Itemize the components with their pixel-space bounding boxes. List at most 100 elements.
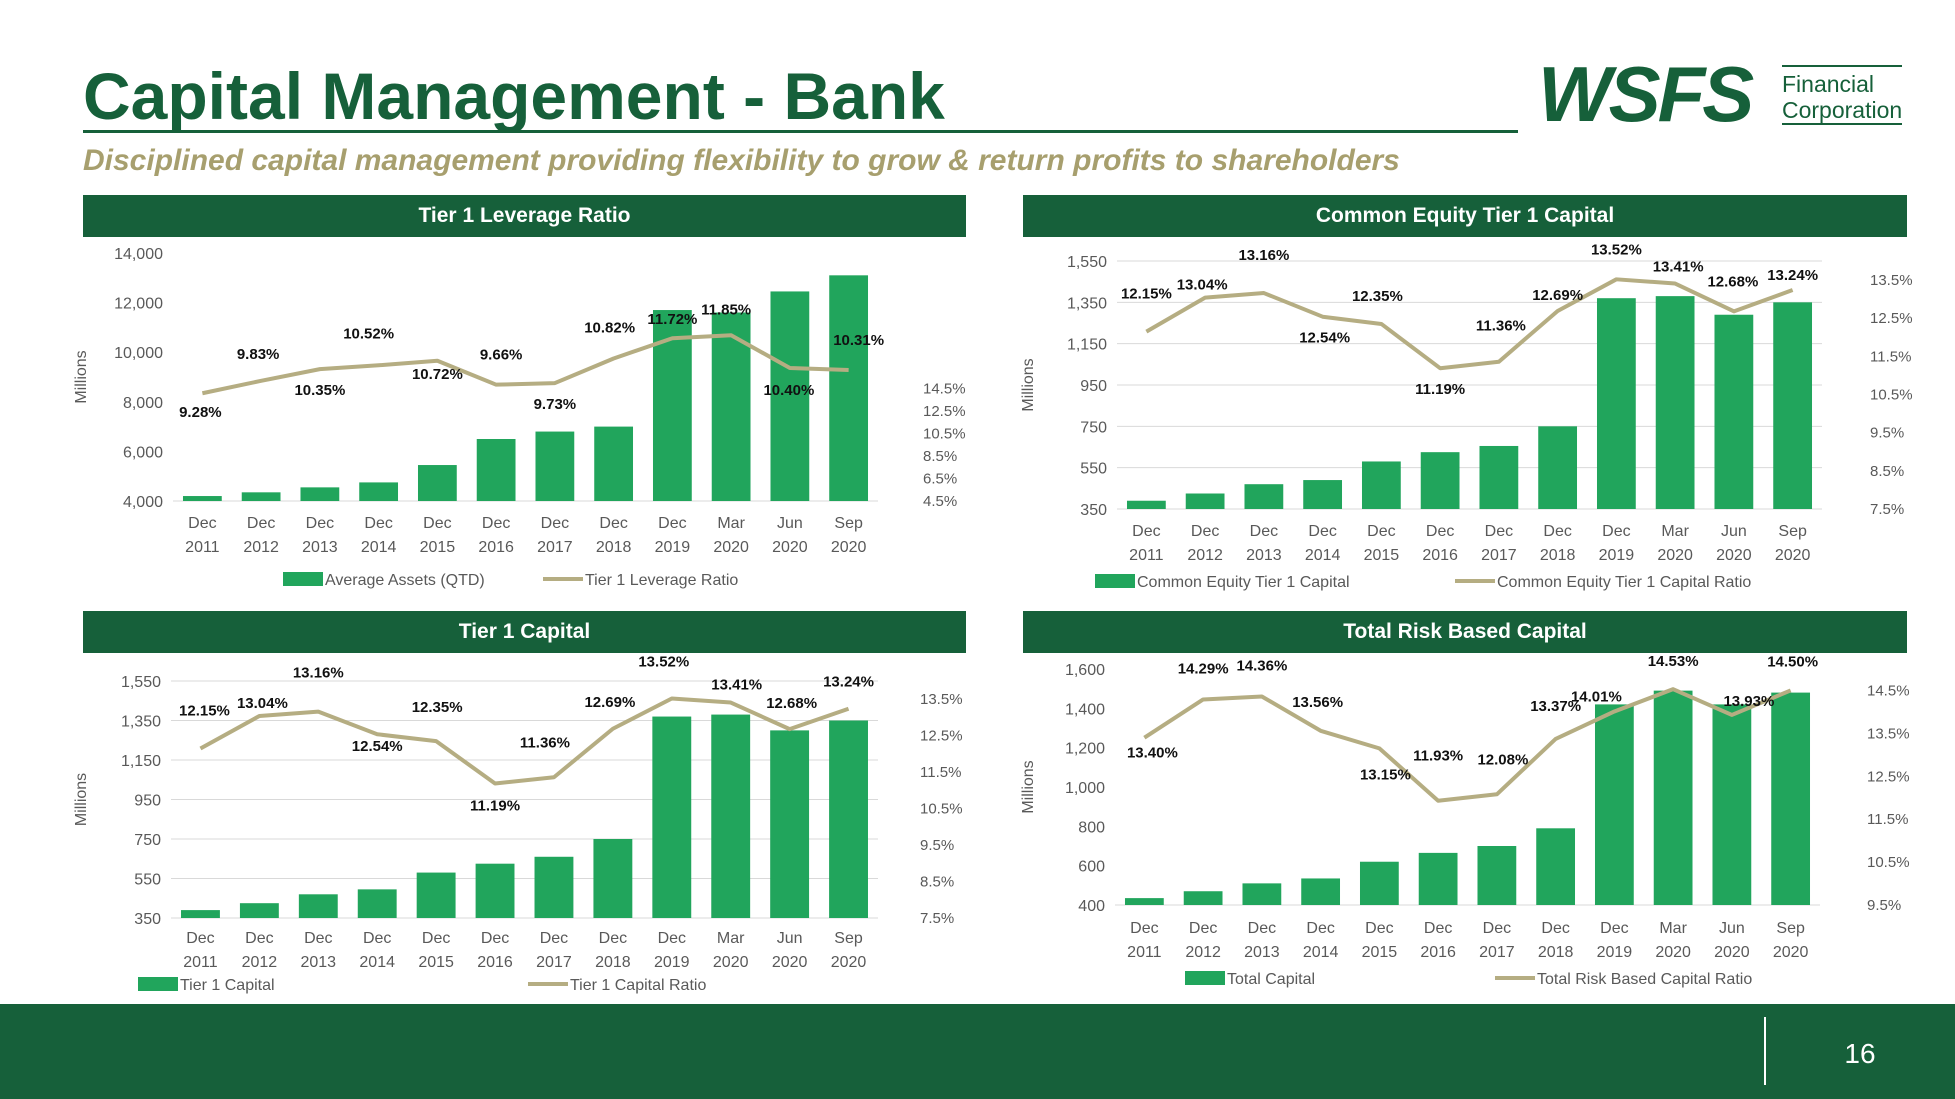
bar: [475, 863, 515, 918]
bar: [298, 894, 338, 918]
y2-tick-label: 11.5%: [1870, 348, 1911, 365]
bar: [1536, 828, 1576, 905]
page-subtitle: Disciplined capital management providing…: [83, 144, 1400, 177]
x-tick-label: Dec: [541, 515, 569, 532]
x-tick-label: 2020: [1716, 547, 1752, 564]
bar: [239, 903, 279, 918]
bar: [1771, 692, 1811, 905]
data-label: 12.35%: [1352, 288, 1403, 305]
data-label: 11.36%: [520, 734, 570, 751]
data-label: 13.24%: [1767, 267, 1818, 284]
x-tick-label: Dec: [658, 515, 686, 532]
data-label: 9.73%: [534, 396, 577, 413]
bar: [1596, 298, 1636, 509]
x-tick-label: 2017: [1481, 547, 1517, 564]
bar: [534, 856, 574, 918]
x-tick-label: Dec: [363, 930, 391, 947]
data-label: 9.28%: [179, 404, 222, 421]
y-axis-label: Millions: [1020, 358, 1037, 411]
y2-tick-label: 12.5%: [923, 403, 966, 420]
y2-tick-label: 13.5%: [1870, 272, 1913, 289]
data-label: 11.85%: [701, 301, 751, 318]
bar: [1185, 493, 1225, 509]
x-tick-label: 2020: [772, 539, 808, 556]
data-label: 12.08%: [1477, 751, 1528, 768]
data-label: 13.41%: [711, 677, 762, 694]
data-label: 13.15%: [1360, 766, 1411, 783]
legend-label-bar: Tier 1 Capital: [180, 977, 275, 994]
x-tick-label: Sep: [1776, 920, 1805, 937]
x-tick-label: 2011: [185, 539, 220, 556]
legend-label-bar: Total Capital: [1227, 971, 1315, 988]
y-tick-label: 1,350: [121, 714, 161, 731]
bar: [476, 439, 516, 501]
x-tick-label: Dec: [1600, 920, 1628, 937]
bar: [770, 291, 810, 501]
y2-tick-label: 4.5%: [923, 493, 957, 510]
x-tick-label: Dec: [423, 515, 451, 532]
legend-swatch-bar: [1185, 971, 1225, 985]
x-tick-label: Mar: [1661, 523, 1689, 540]
legend-swatch-bar: [1095, 574, 1135, 588]
x-tick-label: 2019: [654, 954, 690, 971]
x-tick-label: Jun: [1721, 523, 1747, 540]
x-tick-label: Dec: [247, 515, 275, 532]
data-label: 14.53%: [1648, 653, 1699, 670]
panel-header-tier1-leverage: Tier 1 Leverage Ratio: [83, 195, 966, 237]
y2-tick-label: 10.5%: [920, 801, 963, 818]
y2-tick-label: 10.5%: [923, 425, 966, 442]
y2-tick-label: 12.5%: [1870, 310, 1913, 327]
x-tick-label: Dec: [1250, 523, 1278, 540]
bar: [1594, 704, 1634, 905]
x-tick-label: 2019: [1599, 547, 1635, 564]
legend-label-line: Tier 1 Capital Ratio: [570, 977, 706, 994]
y2-tick-label: 6.5%: [923, 470, 957, 487]
x-tick-label: 2012: [242, 954, 278, 971]
x-tick-label: 2012: [1187, 547, 1223, 564]
x-tick-label: 2016: [477, 954, 513, 971]
data-label: 13.16%: [293, 665, 344, 682]
y-tick-label: 750: [134, 832, 161, 849]
bar: [1477, 846, 1517, 905]
y-tick-label: 12,000: [114, 296, 163, 313]
x-tick-label: 2015: [1362, 944, 1398, 961]
legend-label-line: Total Risk Based Capital Ratio: [1537, 971, 1752, 988]
data-label: 13.56%: [1292, 694, 1343, 711]
ratio-line: [199, 696, 850, 786]
data-label: 13.04%: [237, 695, 288, 712]
bar: [181, 910, 220, 918]
y-axis-label: Millions: [73, 350, 90, 403]
data-label: 12.54%: [352, 738, 403, 755]
bar: [829, 275, 869, 501]
y2-tick-label: 14.5%: [1867, 682, 1910, 699]
x-tick-label: Dec: [540, 930, 568, 947]
y2-tick-label: 7.5%: [1870, 501, 1904, 518]
y-tick-label: 6,000: [123, 444, 163, 461]
x-tick-label: 2014: [1303, 944, 1339, 961]
data-label: 13.04%: [1177, 277, 1228, 294]
bar: [417, 465, 457, 501]
data-label: 11.72%: [647, 311, 697, 328]
page-number: 16: [1844, 1038, 1876, 1069]
bar: [1242, 883, 1282, 905]
chart-svg-tier1-leverage: 4,000 6,000 8,000 10,000 12,000 14,000 4.5% 6.5…: [73, 246, 966, 589]
x-tick-label: Dec: [1191, 523, 1219, 540]
y-tick-label: 1,550: [121, 674, 161, 691]
x-tick-label: 2020: [772, 954, 808, 971]
chart-tier1-leverage: 4,000 6,000 8,000 10,000 12,000 14,000 4.5% 6.5…: [68, 237, 968, 609]
bar: [1712, 704, 1752, 905]
x-tick-label: Dec: [1543, 523, 1571, 540]
x-tick-label: 2017: [537, 539, 573, 556]
bar: [593, 839, 633, 918]
x-tick-label: 2018: [595, 954, 631, 971]
data-label: 13.37%: [1530, 698, 1581, 715]
x-tick-label: Dec: [186, 930, 214, 947]
x-tick-label: 2018: [596, 539, 632, 556]
footer-divider: [1764, 1017, 1766, 1085]
logo-line-2: Corporation: [1782, 97, 1903, 123]
panel-header-total-risk: Total Risk Based Capital: [1023, 611, 1907, 653]
bar: [1653, 690, 1693, 905]
y-tick-label: 1,200: [1065, 741, 1105, 758]
x-tick-label: Dec: [599, 930, 627, 947]
data-label: 12.15%: [1121, 286, 1172, 303]
